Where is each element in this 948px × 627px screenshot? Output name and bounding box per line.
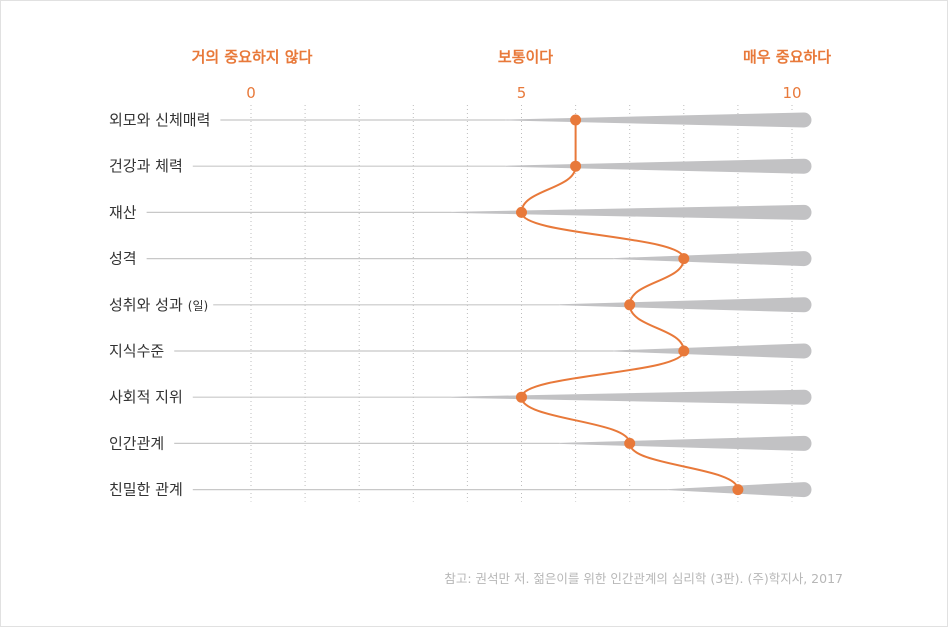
x-tick-label-0: 0 [246,84,256,102]
row-label-text: 성격 [109,250,137,268]
source-note: 참고: 권석만 저. 젊은이를 위한 인간관계의 심리학 (3판). (주)학지… [444,571,843,586]
row-label-suffix: (일) [188,299,208,313]
row-bar [505,112,812,128]
header-label-0: 거의 중요하지 않다 [192,48,313,66]
row-label: 성취와 성과 (일) [109,296,208,314]
row-bar [451,204,812,220]
row-label: 성격 [109,250,137,268]
row-label: 재산 [109,203,137,221]
data-point-2 [516,206,527,218]
series-line [520,120,739,490]
data-point-0 [570,114,582,126]
row-label: 외모와 신체매력 [109,111,210,129]
row-bar [613,343,812,359]
header-label-1: 보통이다 [498,48,553,66]
row-bar [613,251,812,267]
row-label: 친밀한 관계 [109,481,183,499]
row-label-text: 인간관계 [109,434,164,452]
data-point-7 [624,437,636,449]
data-point-4 [624,299,636,311]
row-label-text: 성취와 성과 [109,296,183,314]
row-label-text: 외모와 신체매력 [109,111,210,129]
row-bar [559,435,812,451]
data-point-3 [678,253,690,265]
data-point-6 [516,391,527,403]
x-tick-label-5: 5 [517,84,527,102]
header-label-2: 매우 중요하다 [743,48,831,66]
data-point-1 [570,160,582,172]
row-label: 인간관계 [109,434,164,452]
x-tick-label-10: 10 [782,84,801,102]
row-label-text: 재산 [109,203,137,221]
row-label-text: 친밀한 관계 [109,481,183,499]
row-bar [451,389,812,405]
row-bar [505,158,812,174]
data-point-8 [732,484,744,496]
row-bar [559,297,812,313]
row-label-text: 지식수준 [109,342,164,360]
row-label: 지식수준 [109,342,164,360]
row-label-text: 사회적 지위 [109,388,183,406]
row-label-text: 건강과 체력 [109,157,183,175]
row-label: 사회적 지위 [109,388,183,406]
row-label: 건강과 체력 [109,157,183,175]
data-point-5 [678,345,690,357]
